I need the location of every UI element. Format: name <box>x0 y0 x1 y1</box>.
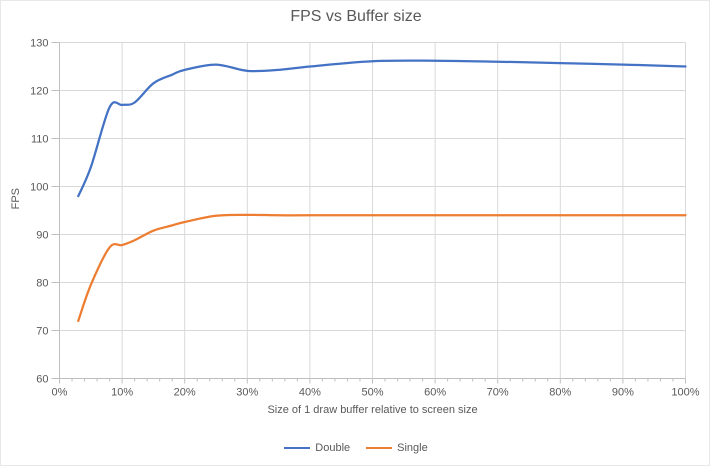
chart-title: FPS vs Buffer size <box>290 8 422 25</box>
y-tick-label: 110 <box>31 134 49 146</box>
x-axis-title: Size of 1 draw buffer relative to screen… <box>267 404 478 416</box>
x-tick-label: 30% <box>236 387 258 399</box>
x-tick-label: 60% <box>424 387 446 399</box>
x-tick-label: 0% <box>52 387 68 399</box>
x-tick-label: 80% <box>549 387 571 399</box>
x-tick-label: 50% <box>361 387 383 399</box>
series-line-single[interactable] <box>77 213 687 323</box>
x-tick-label: 40% <box>299 387 321 399</box>
x-tick-label: 20% <box>174 387 196 399</box>
legend-item-single[interactable]: Single <box>366 442 428 454</box>
legend-swatch-single <box>366 447 393 449</box>
legend-swatch-double <box>284 447 311 449</box>
y-axis-title: FPS <box>10 188 22 210</box>
y-tick-label: 60 <box>36 374 48 386</box>
y-tick-label: 130 <box>30 38 48 50</box>
series-line-double[interactable] <box>77 59 687 198</box>
legend-item-double[interactable]: Double <box>284 442 350 454</box>
legend-label-single: Single <box>397 442 428 454</box>
legend: Double Single <box>1 442 709 454</box>
y-tick-label: 100 <box>30 182 48 194</box>
y-tick-label: 70 <box>36 326 48 338</box>
y-tick-label: 120 <box>30 86 48 98</box>
x-tick-label: 100% <box>671 387 699 399</box>
legend-label-double: Double <box>315 442 351 454</box>
x-tick-label: 10% <box>111 387 133 399</box>
y-tick-label: 80 <box>36 278 48 290</box>
x-tick-label: 70% <box>487 387 509 399</box>
y-tick-label: 90 <box>36 230 48 242</box>
x-tick-label: 90% <box>612 387 634 399</box>
